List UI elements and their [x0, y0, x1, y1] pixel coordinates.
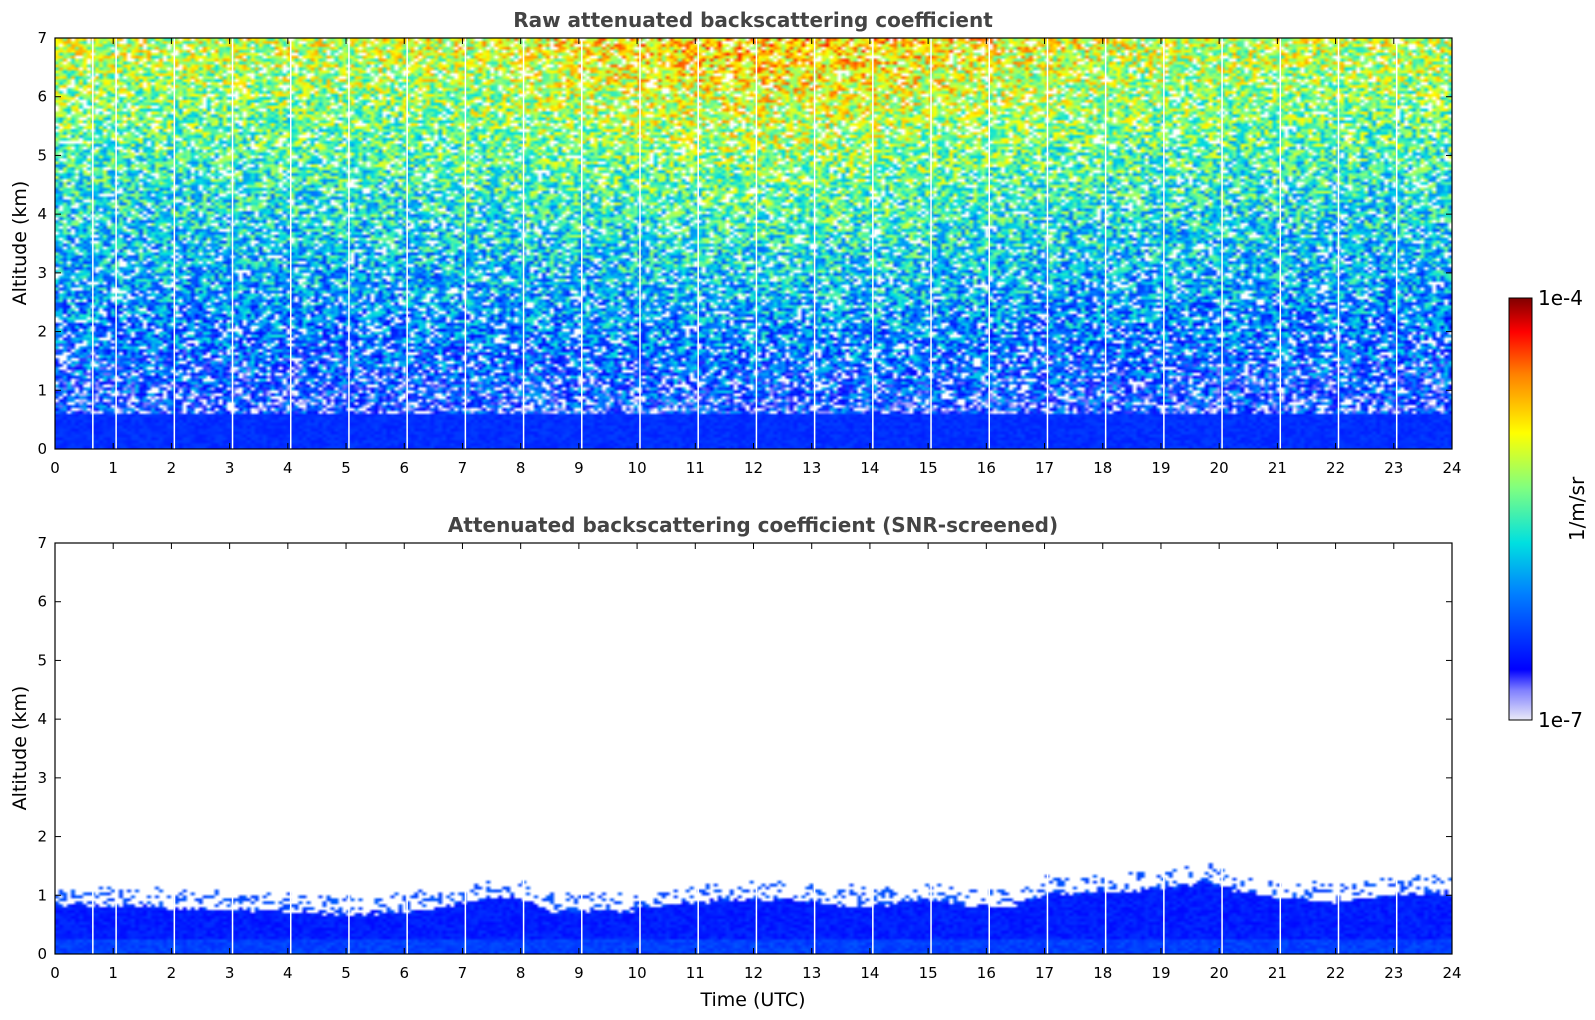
x-tick-label: 13 — [802, 459, 821, 477]
p2-heatmap-image — [55, 543, 1452, 954]
x-tick-label: 20 — [1210, 459, 1229, 477]
x-tick-label: 11 — [686, 964, 705, 982]
y-tick-label: 6 — [37, 593, 47, 611]
x-tick-label: 5 — [341, 459, 351, 477]
x-tick-label: 19 — [1151, 459, 1170, 477]
x-tick-label: 23 — [1384, 964, 1403, 982]
x-tick-label: 24 — [1442, 964, 1461, 982]
x-tick-label: 6 — [399, 964, 409, 982]
panel1-title: Raw attenuated backscattering coefficien… — [513, 8, 993, 32]
x-tick-label: 23 — [1384, 459, 1403, 477]
x-tick-label: 6 — [399, 459, 409, 477]
x-tick-label: 20 — [1210, 964, 1229, 982]
screened-backscatter-panel: Attenuated backscattering coefficient (S… — [9, 513, 1462, 1011]
x-tick-label: 21 — [1268, 964, 1287, 982]
x-tick-label: 19 — [1151, 964, 1170, 982]
panel1-x-ticks: 0 1 2 3 4 5 6 7 8 9 10 11 12 13 14 15 16 17 18 19 20 21 22 23 24 — [50, 38, 1462, 477]
panel1-y-axis-label: Altitude (km) — [9, 181, 31, 306]
x-tick-label: 7 — [458, 964, 468, 982]
x-tick-label: 21 — [1268, 459, 1287, 477]
y-tick-label: 5 — [37, 146, 47, 164]
x-tick-label: 9 — [574, 459, 584, 477]
y-tick-label: 7 — [37, 29, 47, 47]
y-tick-label: 3 — [37, 769, 47, 787]
raw-backscatter-heatmap — [55, 38, 1452, 449]
y-tick-label: 0 — [37, 945, 47, 963]
x-tick-label: 16 — [977, 459, 996, 477]
x-tick-label: 16 — [977, 964, 996, 982]
x-tick-label: 8 — [516, 459, 526, 477]
panel1-y-ticks: 0 1 2 3 4 5 6 7 — [37, 29, 1452, 458]
y-tick-label: 1 — [37, 381, 47, 399]
x-tick-label: 18 — [1093, 964, 1112, 982]
x-tick-label: 22 — [1326, 964, 1345, 982]
panel2-x-ticks: 0 1 2 3 4 5 6 7 8 9 10 11 12 13 14 15 16 17 18 19 20 21 22 23 24 — [50, 543, 1462, 982]
x-tick-label: 1 — [108, 459, 118, 477]
raw-backscatter-panel: Raw attenuated backscattering coefficien… — [9, 8, 1462, 477]
x-tick-label: 3 — [225, 459, 235, 477]
x-tick-label: 15 — [919, 964, 938, 982]
x-tick-label: 0 — [50, 459, 60, 477]
x-tick-label: 1 — [108, 964, 118, 982]
raw-data-gap-lines — [92, 38, 1398, 449]
y-tick-label: 4 — [37, 710, 47, 728]
x-tick-label: 17 — [1035, 964, 1054, 982]
x-tick-label: 15 — [919, 459, 938, 477]
y-tick-label: 7 — [37, 534, 47, 552]
x-tick-label: 14 — [860, 459, 879, 477]
x-tick-label: 4 — [283, 459, 293, 477]
x-tick-label: 12 — [744, 964, 763, 982]
x-tick-label: 7 — [458, 459, 468, 477]
y-tick-label: 6 — [37, 88, 47, 106]
x-tick-label: 0 — [50, 964, 60, 982]
panel2-y-axis-label: Altitude (km) — [9, 686, 31, 811]
screened-data-gap-lines — [92, 543, 1398, 954]
y-tick-label: 5 — [37, 651, 47, 669]
y-tick-label: 2 — [37, 828, 47, 846]
y-tick-label: 1 — [37, 886, 47, 904]
colorbar-bar — [1508, 297, 1533, 721]
x-tick-label: 9 — [574, 964, 584, 982]
panel2-title: Attenuated backscattering coefficient (S… — [448, 513, 1058, 537]
colorbar: 1e-4 1e-7 1/m/sr — [1508, 286, 1589, 732]
x-tick-label: 14 — [860, 964, 879, 982]
y-tick-label: 3 — [37, 264, 47, 282]
x-tick-label: 3 — [225, 964, 235, 982]
screened-backscatter-heatmap — [55, 543, 1452, 954]
x-tick-label: 17 — [1035, 459, 1054, 477]
p1-heatmap-image — [55, 38, 1452, 449]
y-tick-label: 0 — [37, 440, 47, 458]
colorbar-unit-label: 1/m/sr — [1565, 476, 1589, 541]
x-tick-label: 2 — [167, 964, 177, 982]
x-tick-label: 11 — [686, 459, 705, 477]
colorbar-max-label: 1e-4 — [1538, 286, 1583, 310]
x-tick-label: 10 — [628, 459, 647, 477]
colorbar-min-label: 1e-7 — [1538, 708, 1583, 732]
x-tick-label: 22 — [1326, 459, 1345, 477]
x-tick-label: 10 — [628, 964, 647, 982]
y-tick-label: 2 — [37, 323, 47, 341]
panel2-x-axis-label: Time (UTC) — [699, 989, 805, 1011]
panel2-y-ticks: 0 1 2 3 4 5 6 7 — [37, 534, 1452, 963]
x-tick-label: 13 — [802, 964, 821, 982]
x-tick-label: 24 — [1442, 459, 1461, 477]
x-tick-label: 12 — [744, 459, 763, 477]
x-tick-label: 8 — [516, 964, 526, 982]
x-tick-label: 5 — [341, 964, 351, 982]
x-tick-label: 18 — [1093, 459, 1112, 477]
x-tick-label: 2 — [167, 459, 177, 477]
x-tick-label: 4 — [283, 964, 293, 982]
y-tick-label: 4 — [37, 205, 47, 223]
